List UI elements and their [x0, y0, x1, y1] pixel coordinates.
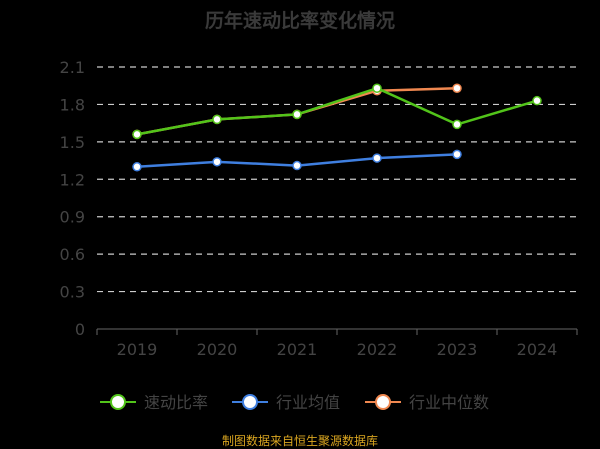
legend-marker	[110, 394, 126, 410]
legend-marker	[242, 394, 258, 410]
x-tick-label: 2021	[277, 340, 318, 359]
source-note: 制图数据来自恒生聚源数据库	[221, 434, 378, 448]
legend-label: 行业中位数	[409, 393, 489, 412]
chart-title: 历年速动比率变化情况	[204, 10, 395, 32]
x-tick-label: 2023	[437, 340, 478, 359]
data-point	[452, 83, 462, 93]
data-point	[132, 162, 142, 172]
x-tick-label: 2020	[197, 340, 238, 359]
x-tick-label: 2022	[357, 340, 398, 359]
data-point	[452, 149, 462, 160]
y-tick-label: 2.1	[60, 58, 85, 77]
y-tick-label: 0.6	[60, 245, 85, 264]
data-point	[292, 109, 302, 120]
legend-label: 行业均值	[276, 393, 340, 412]
y-tick-label: 1.5	[60, 133, 85, 152]
data-point	[452, 119, 462, 130]
y-tick-label: 1.8	[60, 95, 85, 114]
y-tick-label: 0.3	[60, 283, 85, 302]
legend-label: 速动比率	[144, 393, 208, 412]
data-point	[292, 160, 302, 171]
y-tick-label: 1.2	[60, 170, 85, 189]
data-point	[212, 114, 222, 125]
legend-marker	[375, 394, 391, 410]
data-point	[372, 83, 382, 93]
data-point	[212, 157, 222, 167]
x-tick-label: 2024	[517, 340, 558, 359]
y-tick-label: 0.9	[60, 208, 85, 227]
x-tick-label: 2019	[117, 340, 158, 359]
series-line-0	[136, 86, 538, 136]
data-point	[132, 129, 142, 140]
data-point	[372, 153, 382, 163]
data-point	[532, 95, 542, 106]
y-tick-label: 0	[75, 320, 85, 339]
